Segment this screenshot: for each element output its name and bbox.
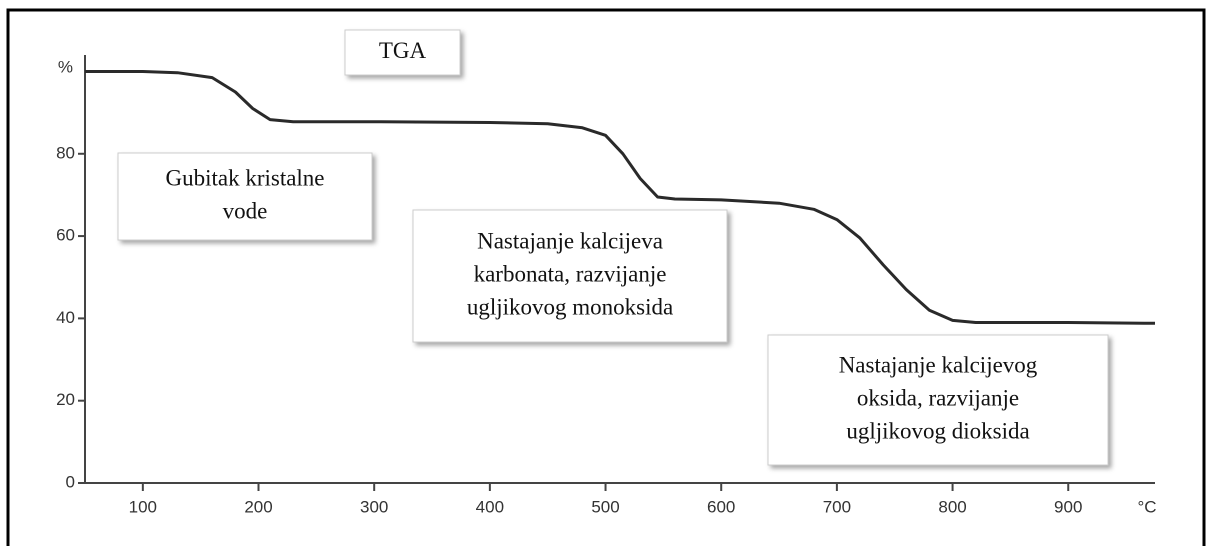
y-axis-label: % [58, 57, 73, 76]
x-tick-label: 500 [591, 497, 619, 516]
x-tick-label: 100 [129, 497, 157, 516]
annotation-text: Nastajanje kalcijevog [839, 352, 1038, 377]
data-line [85, 70, 1156, 325]
x-tick-label: 900 [1054, 497, 1082, 516]
annotation-text: TGA [379, 38, 427, 63]
annotation-text: karbonata, razvijanje [474, 261, 667, 286]
x-axis-label: °C [1137, 497, 1156, 516]
annotation-text: ugljikovog monoksida [467, 294, 673, 319]
annotation-box [767, 334, 1109, 466]
annotation-text: oksida, razvijanje [857, 385, 1019, 410]
frame [6, 8, 1206, 546]
y-tick-label: 0 [66, 472, 75, 491]
annotation-box [344, 29, 461, 76]
title-box: TGA [344, 29, 461, 76]
annotation: Nastajanje kalcijevog oksida, razvijanje u… [767, 334, 1109, 466]
y-tick-label: 80 [56, 143, 75, 162]
x-tick-label: 200 [244, 497, 272, 516]
annotation-box [412, 209, 728, 343]
annotation-box [117, 152, 373, 241]
annotation-text: Nastajanje kalcijeva [477, 228, 663, 253]
annotation: Gubitak kristalne vode [117, 152, 373, 241]
annotation: Nastajanje kalcijeva karbonata, razvijanj… [412, 209, 728, 343]
x-tick-label: 300 [360, 497, 388, 516]
y-tick-label: 40 [56, 308, 75, 327]
annotation-text: ugljikovog dioksida [846, 418, 1029, 443]
x-tick-label: 400 [476, 497, 504, 516]
x-tick-label: 700 [823, 497, 851, 516]
x-tick-label: 800 [938, 497, 966, 516]
y-tick-label: 60 [56, 226, 75, 245]
x-tick-label: 600 [707, 497, 735, 516]
annotation-text: Gubitak kristalne [165, 165, 324, 190]
annotation-text: vode [223, 198, 268, 223]
y-tick-label: 20 [56, 390, 75, 409]
